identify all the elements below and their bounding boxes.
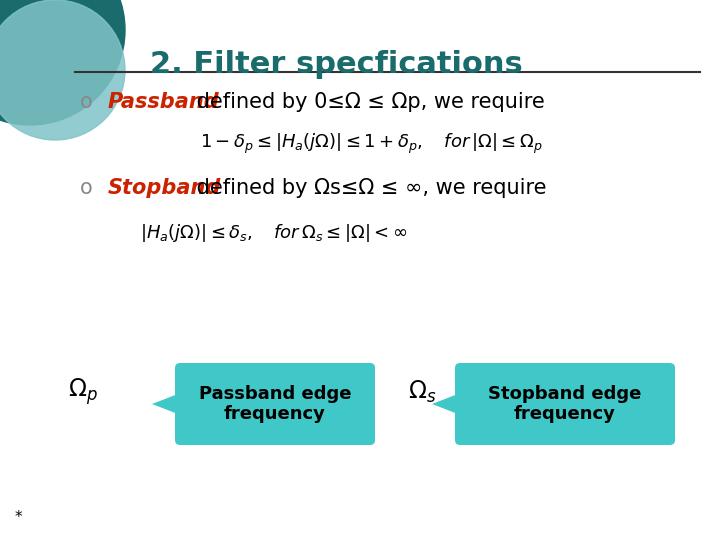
Text: defined by Ωs≤Ω ≤ ∞, we require: defined by Ωs≤Ω ≤ ∞, we require: [190, 178, 546, 198]
Circle shape: [0, 0, 125, 140]
FancyBboxPatch shape: [455, 363, 675, 445]
Text: $1-\delta_p \leq \left|H_a(j\Omega)\right| \leq 1+\delta_p, \quad for\, |\Omega|: $1-\delta_p \leq \left|H_a(j\Omega)\righ…: [200, 132, 543, 156]
Polygon shape: [152, 393, 180, 415]
Text: *: *: [15, 510, 22, 525]
Text: Passband: Passband: [108, 92, 220, 112]
Text: o: o: [80, 92, 93, 112]
Text: Stopband: Stopband: [108, 178, 221, 198]
FancyBboxPatch shape: [175, 363, 375, 445]
Text: $\left|H_a(j\Omega)\right| \leq \delta_s, \quad for\, \Omega_s \leq |\Omega| < \: $\left|H_a(j\Omega)\right| \leq \delta_s…: [140, 222, 408, 244]
Text: Passband edge
frequency: Passband edge frequency: [199, 384, 351, 423]
Polygon shape: [432, 393, 460, 415]
Text: Stopband edge
frequency: Stopband edge frequency: [488, 384, 642, 423]
Circle shape: [0, 0, 125, 125]
Text: $\Omega_p$: $\Omega_p$: [68, 377, 98, 407]
Text: defined by 0≤Ω ≤ Ωp, we require: defined by 0≤Ω ≤ Ωp, we require: [190, 92, 545, 112]
Text: $\Omega_s$: $\Omega_s$: [408, 379, 436, 405]
Text: o: o: [80, 178, 93, 198]
Text: 2. Filter specfications: 2. Filter specfications: [150, 50, 523, 79]
